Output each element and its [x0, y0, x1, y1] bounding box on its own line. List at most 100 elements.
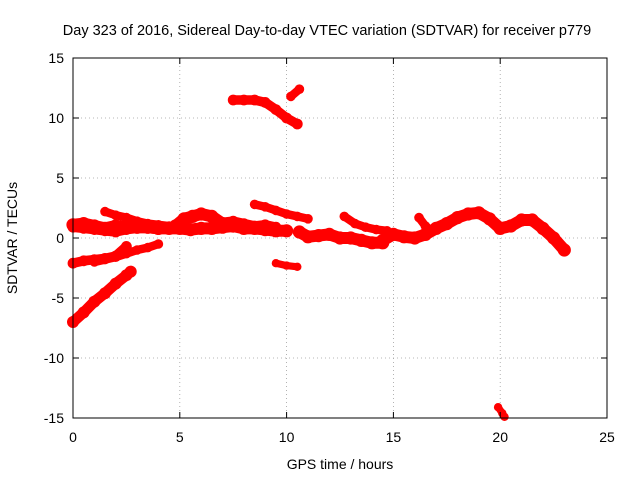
data-point [365, 236, 379, 250]
data-points [66, 84, 571, 421]
data-point [194, 221, 208, 235]
data-point [110, 226, 122, 238]
data-point [227, 215, 239, 227]
data-point [249, 220, 260, 232]
data-point [493, 403, 503, 412]
data-point [293, 262, 302, 271]
data-point [557, 243, 571, 257]
y-tick-label: 0 [56, 230, 64, 246]
x-tick-label: 25 [599, 429, 615, 445]
data-point [110, 252, 121, 262]
data-point [427, 226, 437, 236]
data-point [482, 212, 497, 226]
data-point [371, 224, 382, 235]
data-point [408, 231, 422, 245]
data-point [259, 219, 271, 231]
data-point [153, 220, 164, 230]
data-point [281, 112, 292, 124]
data-point [227, 94, 239, 106]
data-point [294, 84, 305, 94]
data-point [99, 287, 111, 300]
data-point [270, 221, 282, 233]
data-point [301, 230, 315, 244]
data-point [354, 233, 368, 247]
data-point [386, 227, 400, 241]
data-point [312, 229, 326, 243]
data-point [450, 211, 465, 225]
data-point [515, 213, 529, 227]
data-point [132, 245, 142, 255]
y-axis-label: SDTVAR / TECUs [4, 182, 20, 294]
y-tick-label: -15 [44, 410, 64, 426]
data-point [89, 257, 100, 267]
data-point [461, 207, 475, 221]
data-point [397, 230, 411, 244]
y-tick-label: -5 [52, 290, 65, 306]
data-point [99, 225, 111, 237]
data-point [121, 212, 132, 223]
data-point [360, 222, 371, 232]
y-tick-label: 15 [48, 50, 64, 66]
data-point [504, 219, 518, 233]
data-point [249, 199, 260, 210]
y-tick-label: 10 [48, 110, 64, 126]
data-point [153, 239, 164, 249]
data-point [286, 91, 296, 102]
data-point [376, 233, 390, 247]
data-point [547, 231, 561, 245]
data-point [260, 202, 271, 212]
data-point [440, 217, 454, 231]
axis-ticks: 0 5 10 15 20 25 -15 -10 -5 0 5 10 15 [44, 50, 615, 445]
data-point [238, 218, 250, 230]
data-point [271, 259, 281, 268]
data-point [89, 224, 100, 236]
data-point [194, 207, 208, 221]
data-point [78, 223, 90, 234]
data-point [205, 209, 219, 223]
data-point [124, 265, 137, 278]
data-point [493, 221, 507, 235]
data-point [281, 209, 292, 219]
data-point [282, 261, 291, 270]
data-point [183, 223, 198, 237]
data-point [525, 213, 539, 227]
x-tick-label: 10 [279, 429, 295, 445]
data-point [259, 97, 271, 108]
data-point [292, 211, 303, 222]
chart-title: Day 323 of 2016, Sidereal Day-to-day VTE… [63, 23, 591, 39]
x-tick-label: 5 [176, 429, 184, 445]
data-point [110, 210, 121, 220]
data-point [109, 277, 122, 290]
data-point [270, 104, 282, 115]
data-point [536, 221, 550, 235]
data-point [271, 205, 281, 216]
data-point [344, 231, 358, 245]
data-point [333, 231, 347, 245]
data-point [500, 412, 509, 421]
data-point [121, 248, 132, 259]
y-tick-label: 5 [56, 170, 64, 186]
data-point [78, 255, 90, 267]
data-point [322, 227, 336, 241]
data-point [472, 206, 486, 220]
x-tick-label: 0 [69, 429, 77, 445]
x-axis-label: GPS time / hours [287, 456, 394, 472]
data-point [238, 94, 250, 106]
data-point [339, 211, 350, 222]
data-point [77, 306, 90, 319]
data-point [121, 224, 132, 236]
data-point [291, 118, 303, 130]
data-point [350, 218, 360, 229]
data-point [249, 94, 260, 106]
data-point [100, 206, 110, 217]
x-tick-label: 20 [492, 429, 508, 445]
data-point [88, 295, 101, 308]
data-point [280, 224, 294, 238]
data-point [414, 212, 424, 223]
data-point [303, 214, 313, 224]
x-tick-label: 15 [386, 429, 402, 445]
data-point [132, 216, 142, 226]
y-tick-label: -10 [44, 350, 64, 366]
data-point [100, 254, 110, 265]
